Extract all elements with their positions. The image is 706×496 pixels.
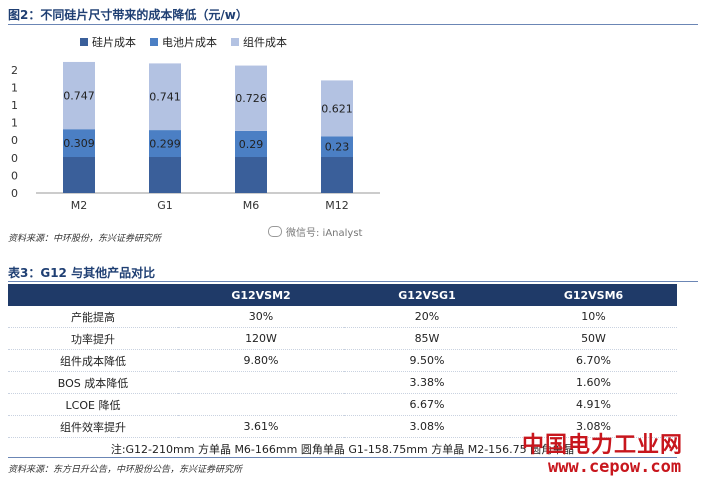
- bar-cell-M12: [321, 136, 353, 157]
- table-row: LCOE 降低 6.67% 4.91%: [8, 393, 677, 416]
- legend-swatch-cell: [150, 38, 158, 46]
- table-row: 功率提升 120W 85W 50W: [8, 327, 677, 350]
- bar-module-M2: [63, 61, 95, 130]
- table-cell: 6.70%: [510, 349, 677, 372]
- table-cell: 3.08%: [510, 415, 677, 438]
- y-tick-label: 0: [11, 187, 18, 200]
- table-header-row: G12VSM2 G12VSG1 G12VSM6: [8, 284, 677, 306]
- table-cell: [178, 371, 344, 394]
- data-label-module-M2: 0.747: [63, 90, 95, 103]
- legend-item-cell: 电池片成本: [150, 34, 217, 50]
- data-label-cell-G1: 0.299: [149, 138, 181, 151]
- site-watermark-url: www.cepow.com: [548, 457, 682, 477]
- table-row-label: 组件成本降低: [8, 349, 178, 372]
- bar-cell-G1: [149, 130, 181, 157]
- data-label-cell-M12: 0.23: [325, 141, 350, 154]
- table-footnote: 注:G12-210mm 方单晶 M6-166mm 圆角单晶 G1-158.75m…: [110, 443, 575, 456]
- table-row: 产能提高 30% 20% 10%: [8, 306, 677, 328]
- x-tick-label-M2: M2: [71, 199, 88, 212]
- data-label-module-M12: 0.621: [321, 102, 353, 115]
- x-tick-label-M6: M6: [243, 199, 260, 212]
- bar-module-G1: [149, 63, 181, 131]
- table-cell: 3.08%: [344, 415, 510, 438]
- y-tick-label: 0: [11, 134, 18, 147]
- table-row-label: 功率提升: [8, 327, 178, 350]
- legend-swatch-module: [231, 38, 239, 46]
- bar-cell-M2: [63, 129, 95, 157]
- stacked-bar-chart: 0 0 0 0 1 1 1 2 0.309 0.747 M2 0.299 0.741 G1 0.29 0.72…: [11, 61, 380, 212]
- table-cell: 120W: [178, 327, 344, 350]
- bar-cell-M6: [235, 130, 267, 157]
- table-row-label: LCOE 降低: [8, 393, 178, 416]
- table-row: BOS 成本降低 3.38% 1.60%: [8, 371, 677, 394]
- data-label-module-G1: 0.741: [149, 91, 181, 104]
- table-bottom-rule: [8, 457, 677, 458]
- data-label-cell-M2: 0.309: [63, 137, 95, 150]
- table-cell: 9.80%: [178, 349, 344, 372]
- table-cell: 10%: [510, 306, 677, 328]
- figure-source: 资料来源：中环股份，东兴证券研究所: [8, 234, 162, 244]
- table-title: 表3：G12 与其他产品对比: [8, 266, 156, 280]
- table-cell: 9.50%: [344, 349, 510, 372]
- y-tick-label: 1: [11, 99, 18, 112]
- table-row: 组件成本降低 9.80% 9.50% 6.70%: [8, 349, 677, 372]
- figure-title: 图2：不同硅片尺寸带来的成本降低（元/w）: [8, 8, 248, 22]
- table-cell: 20%: [344, 306, 510, 328]
- table-cell: 4.91%: [510, 393, 677, 416]
- table-divider: [8, 281, 698, 282]
- y-tick-label: 1: [11, 81, 18, 94]
- figure-divider: [8, 24, 698, 25]
- bar-module-M6: [235, 65, 267, 131]
- y-tick-label: 0: [11, 169, 18, 182]
- site-watermark-brand: 中国电力工业网: [522, 433, 684, 458]
- wechat-watermark: 微信号: iAnalyst: [268, 224, 362, 239]
- bar-wafer-M6: [235, 157, 267, 193]
- table-cell: 6.67%: [344, 393, 510, 416]
- table-cell: 1.60%: [510, 371, 677, 394]
- bar-wafer-M2: [63, 157, 95, 193]
- x-tick-label-G1: G1: [157, 199, 173, 212]
- table-cell: 30%: [178, 306, 344, 328]
- wechat-watermark-text: 微信号: iAnalyst: [286, 228, 363, 239]
- legend-item-wafer: 硅片成本: [80, 34, 136, 50]
- table-header-blank: [8, 284, 178, 306]
- y-tick-label: 2: [11, 64, 18, 77]
- table-cell: 3.38%: [344, 371, 510, 394]
- table-body: 产能提高 30% 20% 10% 功率提升 120W 85W 50W 组件成本降低 9.80% 9.…: [8, 306, 677, 438]
- y-tick-label: 1: [11, 117, 18, 130]
- chart-legend: 硅片成本 电池片成本 组件成本: [80, 34, 287, 50]
- bar-wafer-G1: [149, 157, 181, 193]
- bar-wafer-M12: [321, 157, 353, 193]
- table-row-label: BOS 成本降低: [8, 371, 178, 394]
- x-tick-label-M12: M12: [325, 199, 349, 212]
- table-row-label: 产能提高: [8, 306, 178, 328]
- table-cell: 50W: [510, 327, 677, 350]
- data-label-cell-M6: 0.29: [239, 138, 264, 151]
- legend-label-wafer: 硅片成本: [92, 36, 136, 49]
- bar-module-M12: [321, 80, 353, 137]
- table-cell: [178, 393, 344, 416]
- table-header-g12vsm2: G12VSM2: [178, 284, 344, 306]
- table-cell: 85W: [344, 327, 510, 350]
- legend-label-module: 组件成本: [243, 36, 287, 49]
- table-cell: 3.61%: [178, 415, 344, 438]
- table-source: 资料来源：东方日升公告，中环股份公告，东兴证券研究所: [8, 465, 243, 475]
- legend-swatch-wafer: [80, 38, 88, 46]
- y-tick-label: 0: [11, 152, 18, 165]
- wechat-icon: [268, 226, 282, 237]
- table-header-g12vsg1: G12VSG1: [344, 284, 510, 306]
- comparison-table: G12VSM2 G12VSG1 G12VSM6 产能提高 30% 20% 10% 功率提…: [8, 284, 677, 438]
- table-row-label: 组件效率提升: [8, 415, 178, 438]
- table-row: 组件效率提升 3.61% 3.08% 3.08%: [8, 415, 677, 438]
- legend-label-cell: 电池片成本: [162, 36, 217, 49]
- table-header-g12vsm6: G12VSM6: [510, 284, 677, 306]
- legend-item-module: 组件成本: [231, 34, 287, 50]
- data-label-module-M6: 0.726: [235, 92, 267, 105]
